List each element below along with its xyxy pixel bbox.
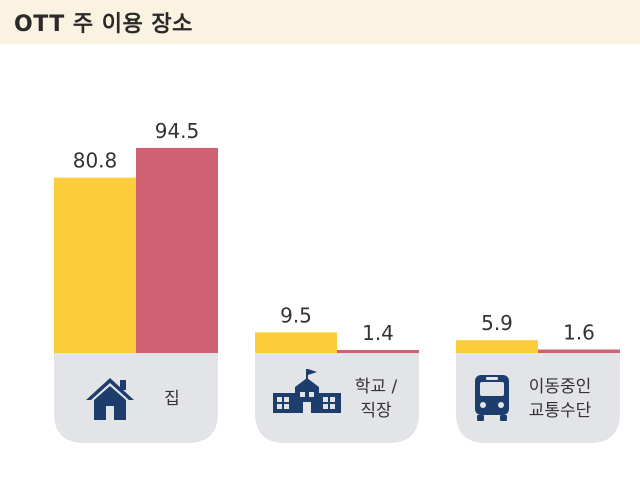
bar — [54, 177, 136, 353]
data-label: 9.5 — [280, 303, 312, 327]
category-card — [54, 353, 218, 443]
data-label: 1.4 — [362, 321, 394, 345]
data-label: 80.8 — [73, 149, 118, 173]
bar — [255, 332, 337, 353]
category-label: 직장 — [360, 401, 392, 421]
category-label: 이동중인 — [529, 377, 592, 397]
bar — [538, 349, 620, 353]
chart-title: OTT 주 이용 장소 — [14, 12, 193, 37]
data-label: 5.9 — [481, 311, 513, 335]
data-label: 94.5 — [155, 119, 200, 143]
bar — [456, 340, 538, 353]
data-label: 1.6 — [563, 321, 595, 345]
category-label: 교통수단 — [529, 401, 592, 421]
category-label: 집 — [164, 389, 180, 409]
house-icon — [86, 378, 134, 420]
bus-icon — [475, 375, 509, 421]
category-label: 학교 / — [355, 377, 398, 397]
title-band — [0, 0, 640, 44]
bar — [337, 349, 419, 353]
school-icon — [273, 369, 341, 413]
bar — [136, 147, 218, 353]
